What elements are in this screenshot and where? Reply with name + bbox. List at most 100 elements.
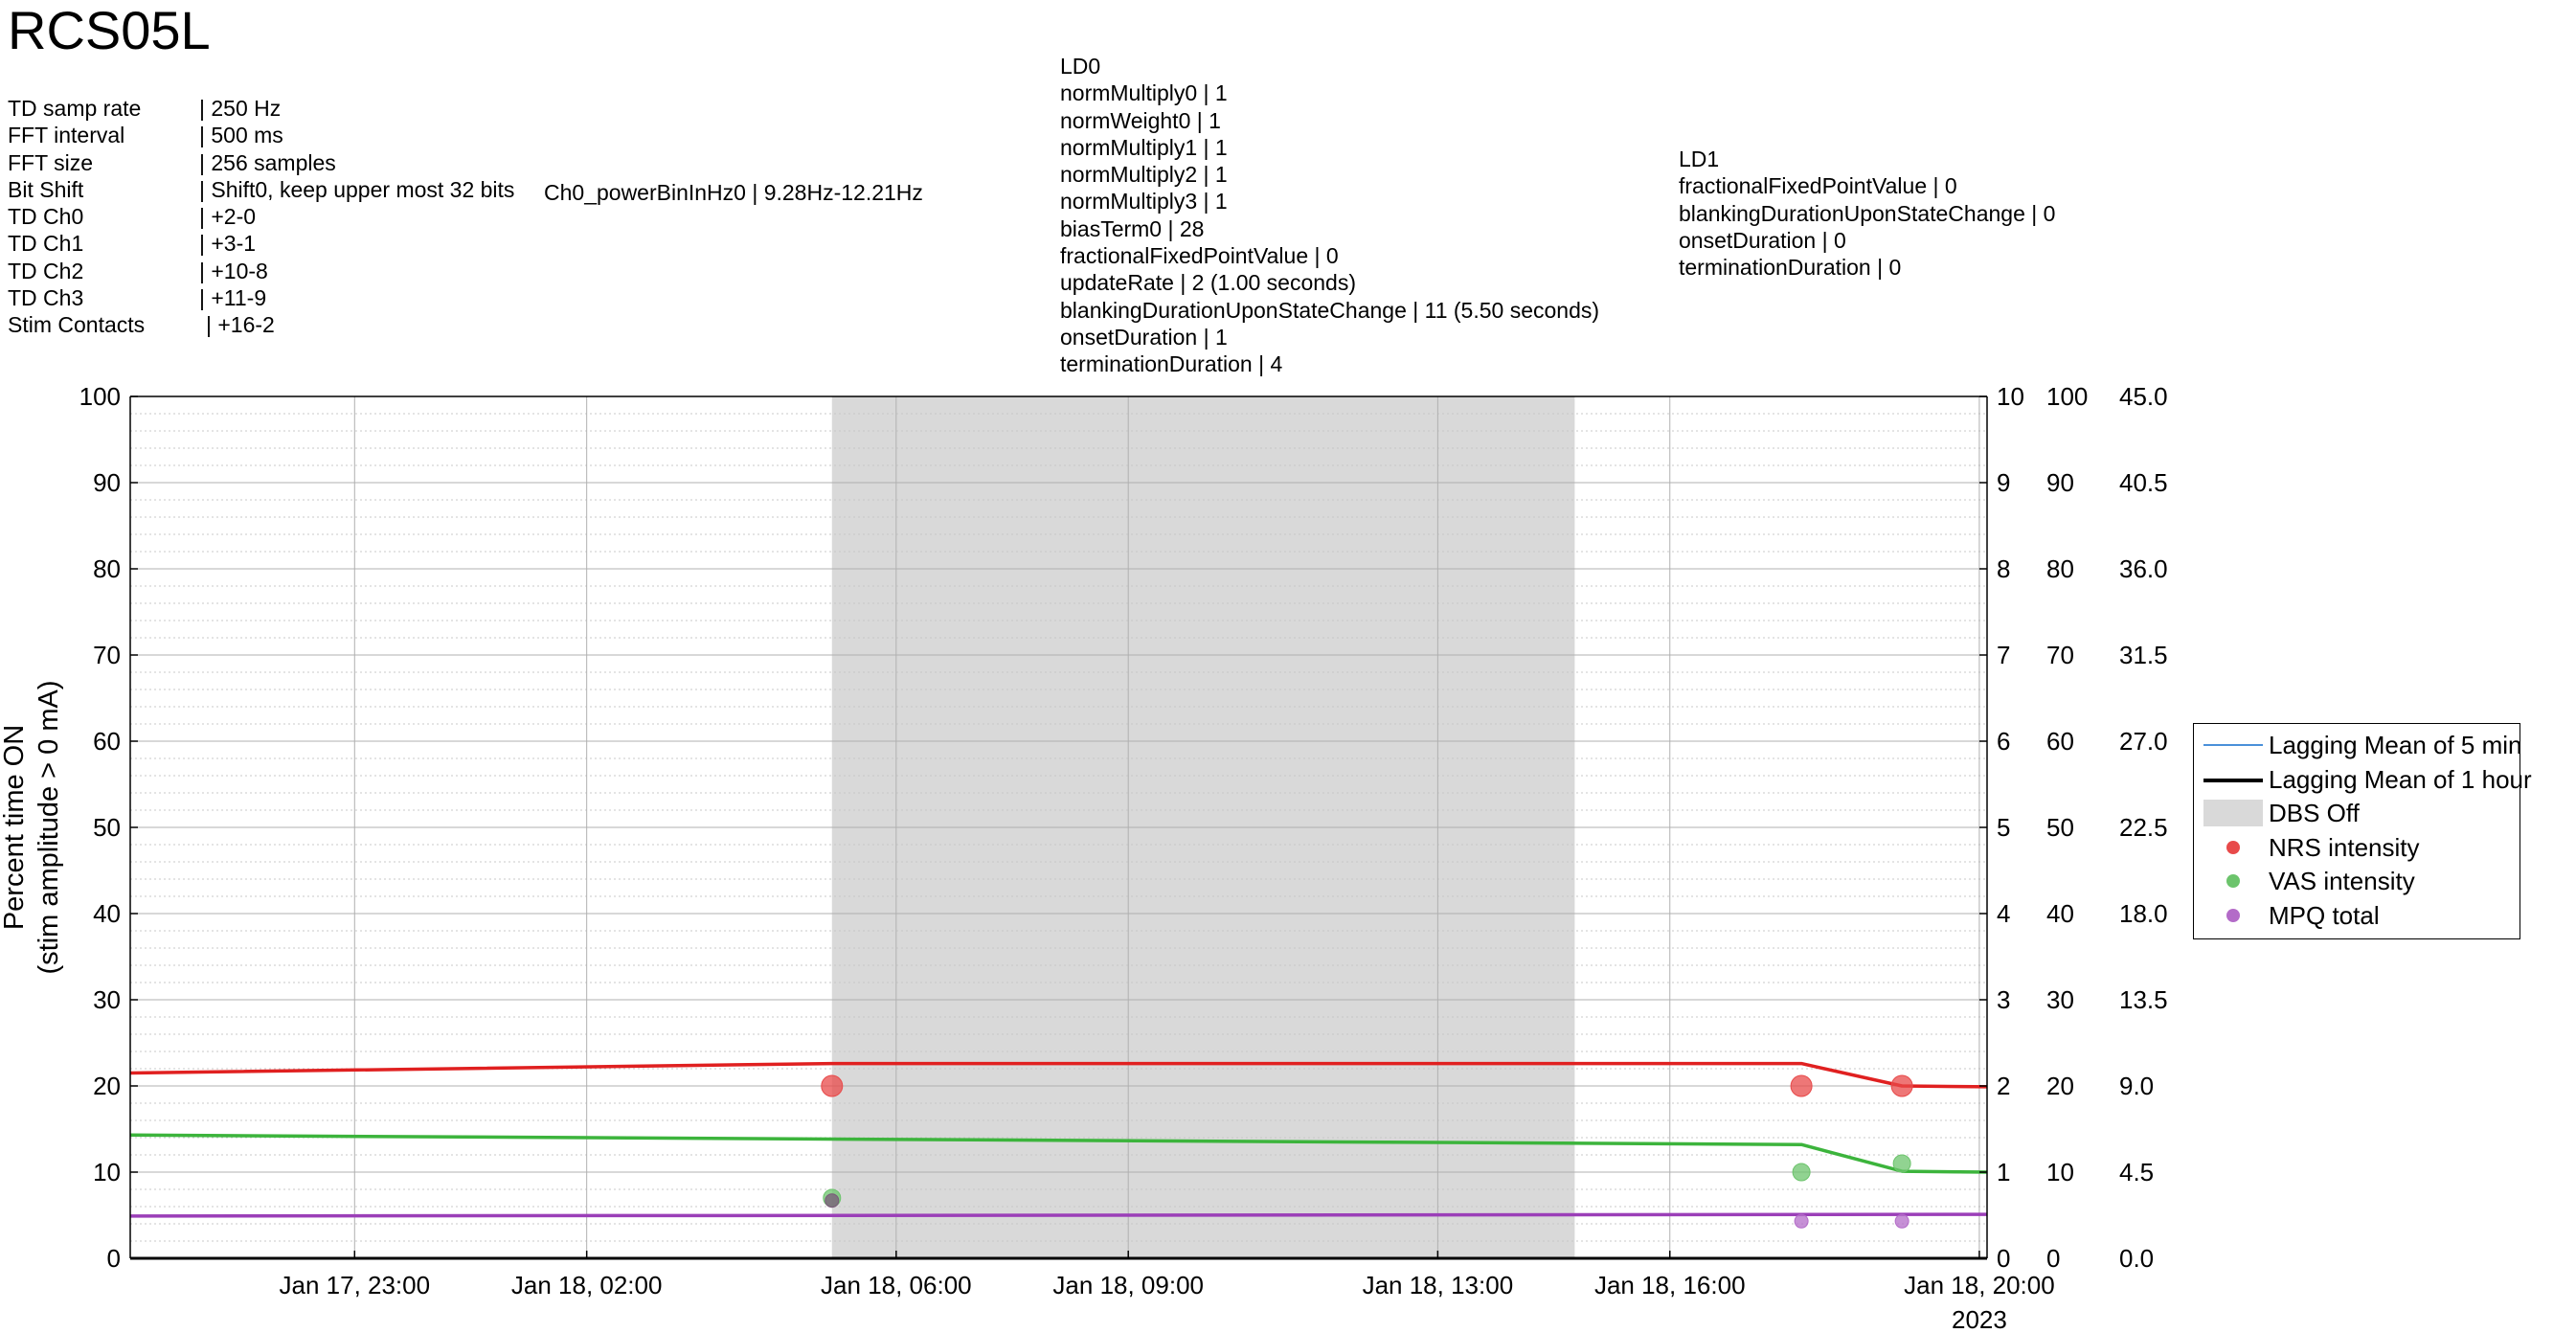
legend-swatch-line bbox=[2203, 728, 2263, 762]
td-info-value: | +11-9 bbox=[199, 285, 267, 311]
td-info-row: FFT interval | 500 ms bbox=[8, 122, 514, 148]
td-info-value: | 250 Hz bbox=[199, 96, 282, 121]
ld0-line: onsetDuration | 1 bbox=[1060, 324, 1228, 350]
ld1-line: terminationDuration | 0 bbox=[1679, 255, 1902, 281]
right-axis-1-tick-label: 3 bbox=[1997, 985, 2010, 1014]
td-info-row: TD Ch0 | +2-0 bbox=[8, 203, 514, 230]
td-info-row: TD samp rate | 250 Hz bbox=[8, 95, 514, 122]
legend-swatch-dot bbox=[2203, 898, 2263, 933]
legend-swatch-patch bbox=[2203, 796, 2263, 830]
right-axis-1-tick-label: 6 bbox=[1997, 727, 2010, 756]
data-point-nrs-intensity bbox=[1890, 1074, 1913, 1097]
right-axis-1-tick-label: 8 bbox=[1997, 554, 2010, 583]
ld0-settings-block: LD0 normMultiply0 | 1 normWeight0 | 1 normM… bbox=[1060, 53, 1599, 378]
td-info-key: TD samp rate bbox=[8, 96, 142, 121]
y-tick-label: 0 bbox=[107, 1244, 121, 1273]
right-axis-1-tick-label: 2 bbox=[1997, 1072, 2010, 1100]
ld0-line: normWeight0 | 1 bbox=[1060, 107, 1221, 133]
series-line-vas-intensity bbox=[129, 1133, 1988, 1174]
td-info-row: Stim Contacts | +16-2 bbox=[8, 311, 514, 338]
data-point-mpq-total bbox=[1794, 1213, 1809, 1229]
td-info-row: TD Ch3 | +11-9 bbox=[8, 284, 514, 311]
y-axis-label: Percent time ON bbox=[0, 725, 30, 930]
right-axis-1-tick-label: 5 bbox=[1997, 813, 2010, 842]
ld1-line: onsetDuration | 0 bbox=[1679, 227, 1846, 253]
right-axis-3-tick-label: 22.5 bbox=[2119, 813, 2168, 842]
right-axis-1-tick-label: 9 bbox=[1997, 468, 2010, 497]
legend-label: VAS intensity bbox=[2269, 867, 2415, 895]
td-info-row: TD Ch2 | +10-8 bbox=[8, 258, 514, 284]
ch0-power-bin: Ch0_powerBinInHz0 | 9.28Hz-12.21Hz bbox=[544, 180, 923, 205]
right-axis-3-tick-label: 45.0 bbox=[2119, 382, 2168, 411]
ld0-line: normMultiply0 | 1 bbox=[1060, 80, 1228, 106]
y-tick-label: 100 bbox=[79, 382, 121, 411]
chart-legend: Lagging Mean of 5 min Lagging Mean of 1 h… bbox=[2193, 723, 2532, 939]
legend-item: MPQ total bbox=[2194, 898, 2520, 933]
data-point-mpq-total bbox=[1894, 1213, 1909, 1229]
right-axis-1-tick-label: 7 bbox=[1997, 641, 2010, 669]
y-tick-label: 30 bbox=[93, 985, 121, 1014]
right-axis-2-tick-label: 80 bbox=[2046, 554, 2074, 583]
ld1-line: fractionalFixedPointValue | 0 bbox=[1679, 173, 1957, 199]
right-axis-2-tick-label: 70 bbox=[2046, 641, 2074, 669]
right-axis-2-tick-label: 100 bbox=[2046, 382, 2088, 411]
ld0-line: fractionalFixedPointValue | 0 bbox=[1060, 243, 1339, 269]
y-tick-label: 50 bbox=[93, 813, 121, 842]
right-axis-2-tick-label: 0 bbox=[2046, 1244, 2060, 1273]
td-info-value: | 500 ms bbox=[199, 123, 283, 148]
legend-item: Lagging Mean of 1 hour bbox=[2194, 762, 2532, 797]
td-info-key: TD Ch3 bbox=[8, 285, 84, 311]
ld0-line: normMultiply3 | 1 bbox=[1060, 189, 1228, 215]
x-tick-label: Jan 18, 16:00 bbox=[1594, 1271, 1746, 1299]
td-info-key: TD Ch1 bbox=[8, 231, 84, 257]
td-info-key: FFT interval bbox=[8, 123, 125, 148]
legend-swatch-dot bbox=[2203, 830, 2263, 865]
x-tick-label: Jan 18, 09:00 bbox=[1052, 1271, 1204, 1299]
ld0-line: terminationDuration | 4 bbox=[1060, 351, 1283, 377]
td-info-row: FFT size | 256 samples bbox=[8, 149, 514, 176]
ld0-line: biasTerm0 | 28 bbox=[1060, 215, 1205, 241]
right-axis-3-tick-label: 4.5 bbox=[2119, 1158, 2154, 1186]
td-info-value: | +3-1 bbox=[199, 231, 257, 257]
data-point-nrs-intensity bbox=[1790, 1074, 1813, 1097]
td-info-value: | +10-8 bbox=[199, 258, 268, 283]
right-axis-2-tick-label: 20 bbox=[2046, 1072, 2074, 1100]
right-axis-2-tick-label: 50 bbox=[2046, 813, 2074, 842]
td-info-value: | +16-2 bbox=[206, 312, 275, 338]
x-tick-label: Jan 17, 23:00 bbox=[280, 1271, 431, 1299]
legend-item: DBS Off bbox=[2194, 796, 2520, 830]
td-info-key: Bit Shift bbox=[8, 176, 84, 202]
td-info-value: | Shift0, keep upper most 32 bits bbox=[199, 176, 515, 202]
legend-item: VAS intensity bbox=[2194, 864, 2520, 898]
ld1-settings-block: LD1 fractionalFixedPointValue | 0 blanking… bbox=[1679, 146, 2055, 281]
right-axis-3-tick-label: 18.0 bbox=[2119, 899, 2168, 928]
td-info-row: Bit Shift | Shift0, keep upper most 32 bi… bbox=[8, 176, 514, 203]
page-title: RCS05L bbox=[8, 0, 211, 60]
legend-swatch-dot bbox=[2203, 864, 2263, 898]
td-info-key: TD Ch2 bbox=[8, 258, 84, 283]
series-line-nrs-intensity bbox=[129, 1061, 1988, 1089]
legend-label: MPQ total bbox=[2269, 900, 2380, 930]
x-tick-label: Jan 18, 20:00 bbox=[1904, 1271, 2055, 1299]
ld0-line: normMultiply2 | 1 bbox=[1060, 162, 1228, 188]
right-axis-2-tick-label: 30 bbox=[2046, 985, 2074, 1014]
right-axis-2-tick-label: 10 bbox=[2046, 1158, 2074, 1186]
legend-label: NRS intensity bbox=[2269, 832, 2420, 862]
legend-label: DBS Off bbox=[2269, 799, 2360, 827]
legend-label: Lagging Mean of 5 min bbox=[2269, 731, 2522, 759]
ld0-line: blankingDurationUponStateChange | 11 (5.… bbox=[1060, 297, 1600, 323]
data-point-nrs-intensity bbox=[821, 1074, 844, 1097]
legend-item: NRS intensity bbox=[2194, 830, 2520, 865]
y-tick-label: 70 bbox=[93, 641, 121, 669]
td-info-key: TD Ch0 bbox=[8, 204, 84, 230]
legend-swatch-line bbox=[2203, 762, 2263, 797]
y-tick-label: 80 bbox=[93, 554, 121, 583]
td-info-value: | +2-0 bbox=[199, 204, 257, 230]
right-axis-3-tick-label: 36.0 bbox=[2119, 554, 2168, 583]
td-info-value: | 256 samples bbox=[199, 149, 336, 175]
right-axis-3-tick-label: 13.5 bbox=[2119, 985, 2168, 1014]
y-tick-label: 40 bbox=[93, 899, 121, 928]
ld1-line: blankingDurationUponStateChange | 0 bbox=[1679, 200, 2056, 226]
y-axis-label-sub: (stim amplitude > 0 mA) bbox=[34, 680, 64, 974]
